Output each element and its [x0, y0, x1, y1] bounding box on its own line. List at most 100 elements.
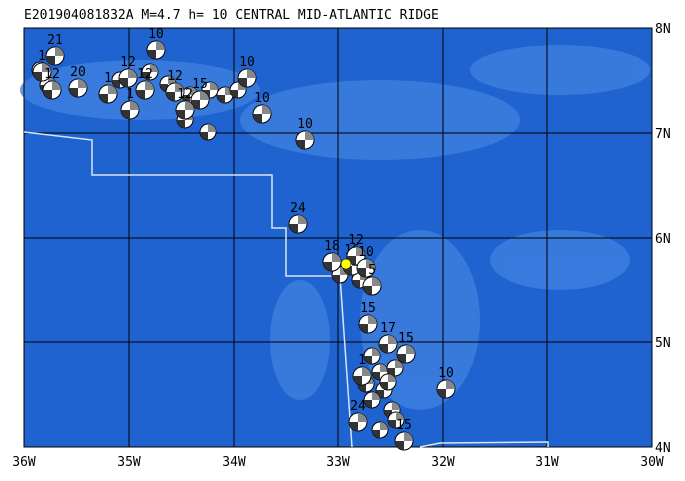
beachball-quadrant: [145, 81, 154, 90]
beachball-quadrant: [379, 344, 388, 353]
beachball-quadrant: [142, 72, 150, 80]
beachball-quadrant: [356, 247, 365, 256]
depth-label: 10: [358, 245, 374, 260]
beachball-quadrant: [130, 101, 139, 110]
beachball-quadrant: [362, 367, 371, 376]
lon-label: 31W: [535, 455, 559, 470]
beachball-quadrant: [108, 85, 117, 94]
beachball: [348, 412, 368, 432]
beachball: [363, 391, 381, 409]
beachball-quadrant: [363, 286, 372, 295]
beachball-quadrant: [119, 78, 128, 87]
beachball: [175, 100, 195, 120]
beachball-quadrant: [397, 354, 406, 363]
beachball-quadrant: [247, 69, 256, 78]
beachball-quadrant: [238, 78, 247, 87]
beachball: [98, 84, 118, 104]
beachball-quadrant: [376, 390, 384, 398]
depth-label: 12: [120, 55, 136, 70]
beachball-quadrant: [388, 420, 396, 428]
beachball: [135, 80, 155, 100]
beachball-quadrant: [349, 422, 358, 431]
lon-label: 30W: [640, 455, 664, 470]
beachball-quadrant: [230, 90, 238, 98]
events: 2111220112101212151211010102418161210515…: [31, 27, 456, 451]
beachball: [371, 421, 389, 439]
beachball-quadrant: [289, 224, 298, 233]
beachball-quadrant: [166, 92, 175, 101]
beachball-quadrant: [156, 41, 165, 50]
beachball: [394, 431, 414, 451]
beachball: [386, 359, 404, 377]
depth-label: 10: [148, 27, 164, 42]
beachball-quadrant: [78, 79, 87, 88]
beachball-quadrant: [358, 384, 366, 392]
beachball: [363, 347, 381, 365]
lat-label: 4N: [655, 441, 671, 456]
depth-label: 10: [297, 117, 313, 132]
beachball-quadrant: [253, 114, 262, 123]
depth-label: 10: [438, 366, 454, 381]
beachball-quadrant: [200, 91, 209, 100]
depth-label: 1: [126, 87, 134, 102]
beachball-quadrant: [42, 63, 51, 72]
depth-label: 10: [239, 55, 255, 70]
lon-label: 32W: [431, 455, 455, 470]
lon-label: 36W: [12, 455, 36, 470]
beachball-quadrant: [33, 72, 42, 81]
beachball-quadrant: [359, 324, 368, 333]
beachball-quadrant: [323, 262, 332, 271]
beachball-quadrant: [380, 364, 388, 372]
depth-label: 15: [192, 77, 208, 92]
beachball-quadrant: [112, 80, 120, 88]
plate-boundary: [23, 131, 353, 448]
beachball-quadrant: [55, 47, 64, 56]
beachball-quadrant: [388, 335, 397, 344]
beachball-quadrant: [364, 356, 372, 364]
beachball: [322, 252, 342, 272]
beachball-quadrant: [208, 124, 216, 132]
depth-label: 1: [38, 49, 46, 64]
beachball-quadrant: [358, 413, 367, 422]
beachball-quadrant: [372, 392, 380, 400]
beachball-quadrant: [69, 88, 78, 97]
beachball-quadrant: [217, 95, 225, 103]
beachball-quadrant: [200, 132, 208, 140]
beachball-quadrant: [380, 382, 388, 390]
title: E201904081832A M=4.7 h= 10 CENTRAL MID-A…: [24, 8, 439, 23]
beachball-quadrant: [147, 50, 156, 59]
depth-label: 15: [398, 331, 414, 346]
lon-label: 35W: [117, 455, 141, 470]
beachball: [141, 63, 159, 81]
beachball-quadrant: [364, 400, 372, 408]
beachball: [379, 373, 397, 391]
beachball-quadrant: [262, 105, 271, 114]
beachball-quadrant: [392, 402, 400, 410]
beachball: [362, 276, 382, 296]
beachball: [387, 411, 405, 429]
depth-label: 20: [70, 65, 86, 80]
depth-label: 18: [324, 239, 340, 254]
beachball-quadrant: [296, 140, 305, 149]
beachball-quadrant: [43, 90, 52, 99]
beachball-quadrant: [372, 372, 380, 380]
lon-label: 33W: [326, 455, 350, 470]
beachball: [252, 104, 272, 124]
depth-label: 12: [137, 67, 153, 82]
beachball: [356, 258, 376, 278]
beachball: [295, 130, 315, 150]
beachball: [45, 46, 65, 66]
beachball-quadrant: [332, 253, 341, 262]
depth-label: 21: [47, 33, 63, 48]
beachball-quadrant: [191, 100, 200, 109]
beachball-quadrant: [298, 215, 307, 224]
depth-label: 24: [290, 201, 306, 216]
beachball: [68, 78, 88, 98]
beachball: [358, 314, 378, 334]
depth-label: 12: [44, 67, 60, 82]
lat-label: 8N: [655, 22, 671, 37]
beachball-quadrant: [99, 94, 108, 103]
beachball-quadrant: [305, 131, 314, 140]
beachball-quadrant: [46, 56, 55, 65]
